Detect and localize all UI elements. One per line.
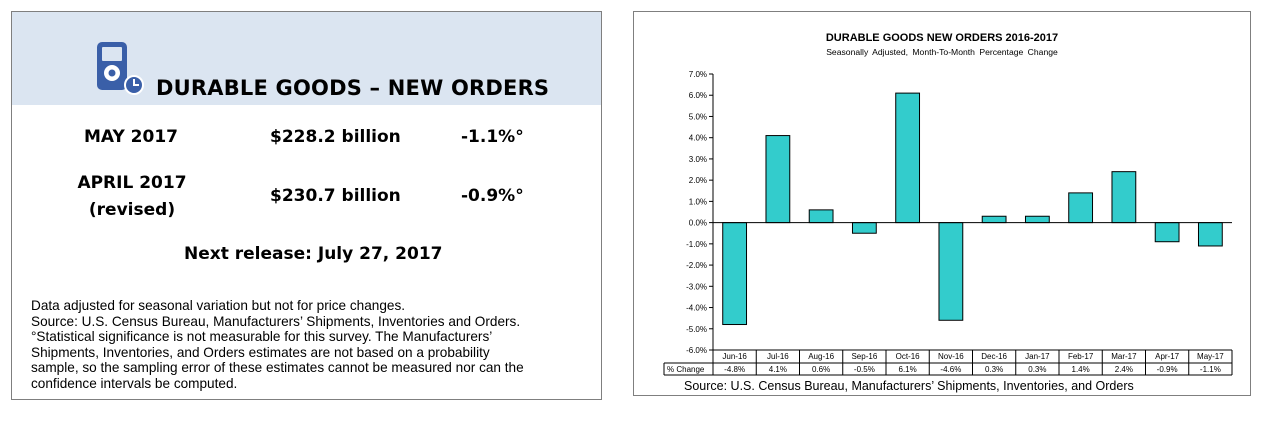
bar-jan-17 xyxy=(1024,215,1050,224)
category-label: Sep-16 xyxy=(851,352,877,361)
chart-source: Source: U.S. Census Bureau, Manufacturer… xyxy=(684,379,1134,393)
footnote-line: sample, so the sampling error of these e… xyxy=(31,360,524,376)
category-label: Feb-17 xyxy=(1068,352,1094,361)
bar-may-17 xyxy=(1197,222,1223,247)
bar-jul-16 xyxy=(765,135,791,224)
chart-panel: DURABLE GOODS NEW ORDERS 2016-2017 Seaso… xyxy=(633,11,1251,396)
value-label: 0.3% xyxy=(985,365,1003,374)
bar-sep-16 xyxy=(851,222,877,234)
category-label: Apr-17 xyxy=(1155,352,1180,361)
footnote-line: Shipments, Inventories, and Orders estim… xyxy=(31,344,490,360)
value-label: -4.6% xyxy=(940,365,961,374)
chart-subtitle: Seasonally Adjusted, Month-To-Month Perc… xyxy=(826,47,1058,57)
bar-mar-17 xyxy=(1111,171,1137,224)
footnote-line: °Statistical significance is not measura… xyxy=(31,329,493,345)
category-label: Aug-16 xyxy=(808,352,834,361)
period-may: MAY 2017 xyxy=(84,127,178,147)
period-april: APRIL 2017 xyxy=(77,173,187,193)
period-april-revised: (revised) xyxy=(88,200,176,220)
y-tick-label: 3.0% xyxy=(689,155,707,164)
value-label: -0.9% xyxy=(1157,365,1178,374)
footnote-line: confidence intervals be computed. xyxy=(31,375,238,391)
value-label: 0.3% xyxy=(1028,365,1046,374)
y-tick-label: -1.0% xyxy=(686,240,707,249)
y-tick-label: 7.0% xyxy=(689,70,707,79)
value-may: $228.2 billion xyxy=(270,127,401,147)
y-tick-label: 6.0% xyxy=(689,91,707,100)
footnote: Data adjusted for seasonal variation but… xyxy=(31,298,591,392)
y-tick-label: -3.0% xyxy=(686,282,707,291)
value-label: -4.8% xyxy=(724,365,745,374)
value-april: $230.7 billion xyxy=(270,186,401,206)
category-label: Jan-17 xyxy=(1025,352,1050,361)
table-row-label: % Change xyxy=(667,365,705,374)
value-label: -0.5% xyxy=(854,365,875,374)
next-release: Next release: July 27, 2017 xyxy=(184,244,443,264)
y-tick-label: 1.0% xyxy=(689,197,707,206)
bar-feb-17 xyxy=(1068,192,1094,224)
summary-panel: DURABLE GOODS – NEW ORDERS MAY 2017 $228… xyxy=(11,11,602,400)
y-tick-label: -2.0% xyxy=(686,261,707,270)
y-tick-label: -6.0% xyxy=(686,346,707,355)
category-label: Dec-16 xyxy=(981,352,1007,361)
y-tick-label: -5.0% xyxy=(686,325,707,334)
value-label: -1.1% xyxy=(1200,365,1221,374)
change-may: -1.1%° xyxy=(461,127,524,147)
bar-dec-16 xyxy=(981,215,1007,224)
category-label: Jul-16 xyxy=(767,352,789,361)
bar-apr-17 xyxy=(1154,222,1180,243)
change-april: -0.9%° xyxy=(461,186,524,206)
y-tick-label: 5.0% xyxy=(689,112,707,121)
category-label: Oct-16 xyxy=(896,352,921,361)
bar-jun-16 xyxy=(722,222,748,326)
summary-title: DURABLE GOODS – NEW ORDERS xyxy=(156,76,550,100)
device-clock-icon xyxy=(97,42,144,95)
y-tick-label: -4.0% xyxy=(686,304,707,313)
value-label: 2.4% xyxy=(1115,365,1133,374)
category-label: Mar-17 xyxy=(1111,352,1137,361)
y-tick-label: 2.0% xyxy=(689,176,707,185)
value-label: 1.4% xyxy=(1072,365,1090,374)
value-label: 0.6% xyxy=(812,365,830,374)
bar-oct-16 xyxy=(895,92,921,224)
category-label: May-17 xyxy=(1197,352,1224,361)
bar-aug-16 xyxy=(808,209,834,224)
footnote-line: Data adjusted for seasonal variation but… xyxy=(31,298,406,313)
value-label: 4.1% xyxy=(769,365,787,374)
category-label: Jun-16 xyxy=(722,352,747,361)
y-tick-label: 0.0% xyxy=(689,219,707,228)
bar-nov-16 xyxy=(938,222,964,321)
value-label: 6.1% xyxy=(899,365,917,374)
bar-chart: 7.0% 6.0% 5.0% 4.0% 3.0% 2.0% 1.0% 0.0% -1.0% -2.… xyxy=(663,70,1233,376)
y-tick-label: 4.0% xyxy=(689,134,707,143)
footnote-line: Source: U.S. Census Bureau, Manufacturer… xyxy=(31,313,521,329)
category-label: Nov-16 xyxy=(938,352,964,361)
chart-title: DURABLE GOODS NEW ORDERS 2016-2017 xyxy=(825,32,1059,44)
